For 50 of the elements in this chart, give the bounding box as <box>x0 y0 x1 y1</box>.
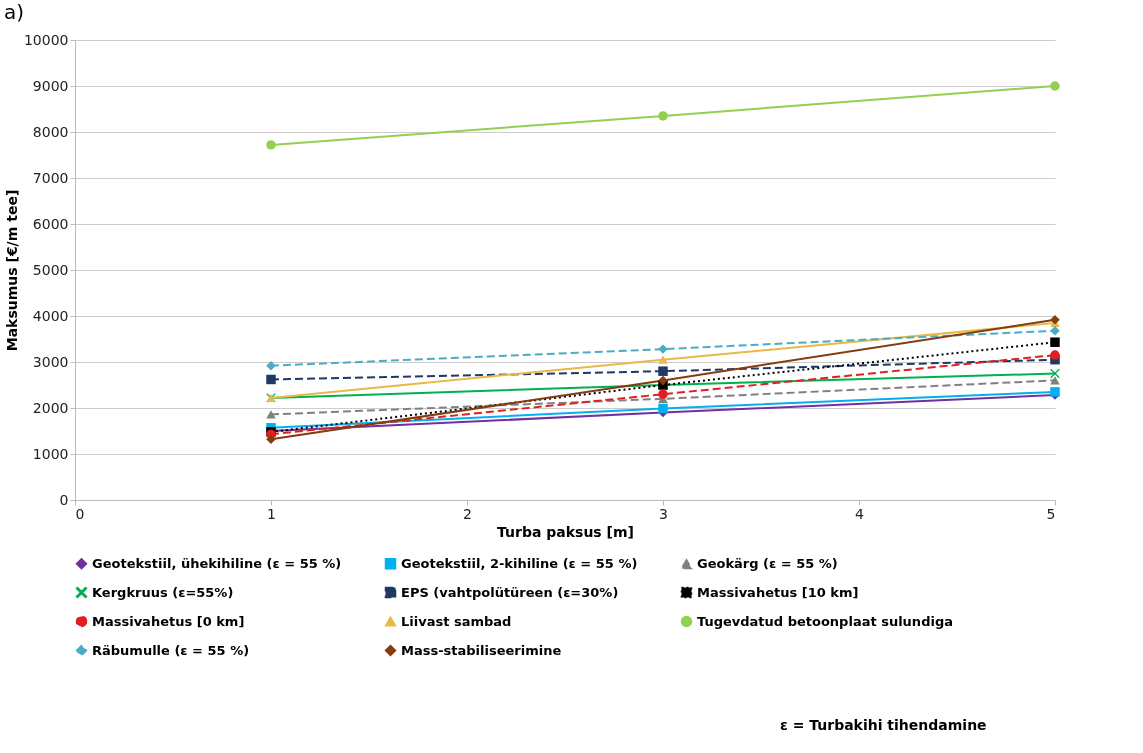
text: ε = Turbakihi tihendamine <box>780 717 987 733</box>
legend-label: Geotekstiil, ühekihiline (ε = 55 %) <box>92 555 342 571</box>
legend-label: EPS (vahtpolütüreen (ε=30%) <box>401 584 619 600</box>
legend-label: Massivahetus [0 km] <box>92 613 245 629</box>
legend-label: Massivahetus [10 km] <box>697 584 859 600</box>
point <box>1050 81 1060 91</box>
y-tick-label: 1000 <box>32 445 69 462</box>
legend-label: Tugevdatud betoonplaat sulundiga <box>697 613 953 629</box>
point <box>266 410 276 419</box>
y-tick-label: 4000 <box>32 307 69 324</box>
legend-label: Mass-stabiliseerimine <box>401 642 562 658</box>
point <box>658 389 668 399</box>
x-tick-label: 0 <box>75 505 85 522</box>
legend-label: Liivast sambad <box>401 613 512 629</box>
text: a) <box>4 0 25 24</box>
point <box>1050 314 1060 325</box>
point <box>658 366 668 376</box>
x-tick-label: 2 <box>463 505 472 522</box>
point <box>266 360 276 371</box>
y-tick-label: 5000 <box>32 261 69 278</box>
point <box>1050 337 1060 347</box>
y-tick-label: 8000 <box>32 123 69 140</box>
y-tick-label: 10000 <box>23 31 69 48</box>
y-tick-label: 7000 <box>32 169 69 186</box>
point <box>1050 325 1060 336</box>
point <box>1050 376 1060 385</box>
point <box>658 355 668 364</box>
point <box>658 111 668 121</box>
legend-label: Räbumulle (ε = 55 %) <box>92 642 250 658</box>
y-tick-label: 3000 <box>32 353 69 370</box>
y-tick-label: 2000 <box>32 399 69 416</box>
point <box>266 140 276 150</box>
legend-label: Geotekstiil, 2-kihiline (ε = 55 %) <box>401 555 638 571</box>
point <box>266 374 276 385</box>
x-tick-label: 1 <box>267 505 276 522</box>
y-tick-label: 6000 <box>32 215 69 232</box>
point <box>266 434 276 445</box>
point <box>1050 368 1060 379</box>
point <box>658 403 668 414</box>
legend-label: Kergkruus (ε=55%) <box>92 584 234 600</box>
y-tick-label: 9000 <box>32 77 69 94</box>
x-axis-title: Turba paksus [m] <box>497 523 634 540</box>
legend-label: Geokärg (ε = 55 %) <box>697 556 838 572</box>
point <box>658 375 668 386</box>
point <box>1050 350 1060 360</box>
y-axis-title: Maksumus [€/m tee] <box>3 189 20 352</box>
x-tick-label: 5 <box>1046 505 1056 522</box>
x-tick-label: 3 <box>659 505 668 522</box>
x-tick-label: 4 <box>855 505 865 522</box>
y-tick-label: 0 <box>59 491 69 508</box>
